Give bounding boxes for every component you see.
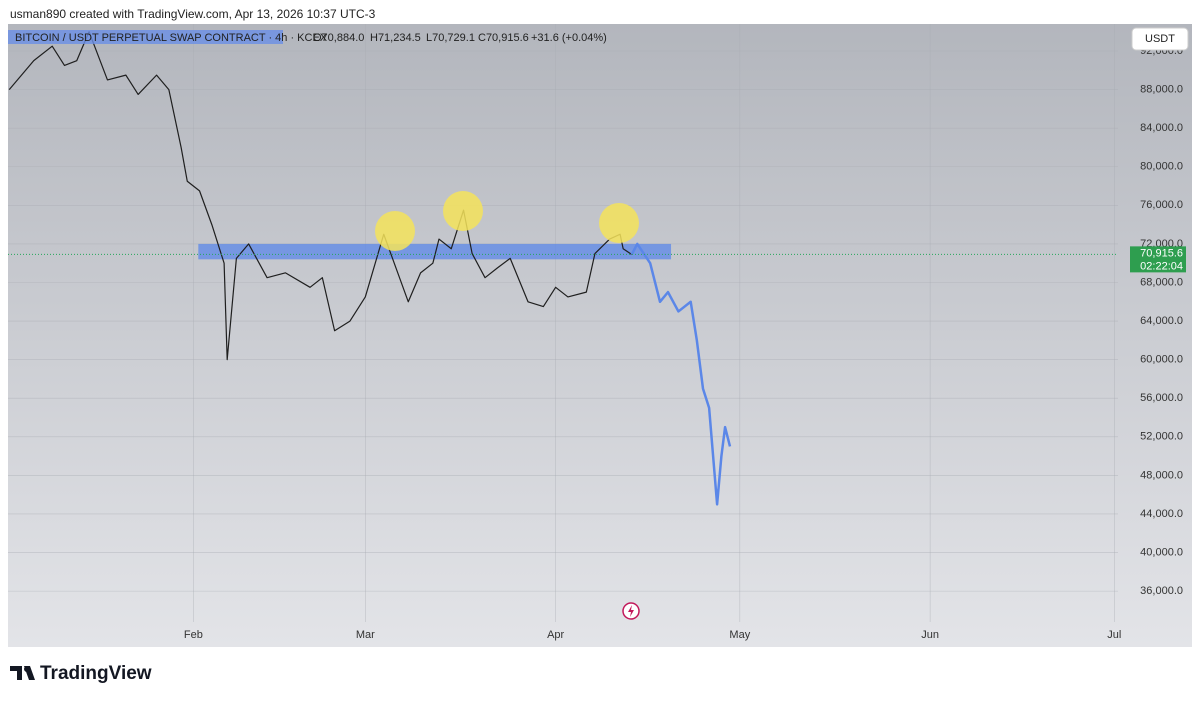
highlight [599, 203, 639, 243]
last-price-label: 70,915.6 [1140, 247, 1183, 259]
last-price-box [1130, 246, 1186, 273]
change: +31.6 (+0.04%) [531, 32, 607, 44]
countdown: 02:22:04 [1140, 260, 1183, 272]
chart-area [8, 24, 1192, 647]
open: O70,884.0 [313, 32, 364, 44]
close: C70,915.6 [478, 32, 529, 44]
brand: TradingView [40, 663, 152, 684]
y-tick-label: 48,000.0 [1140, 469, 1183, 481]
currency-button[interactable] [1131, 27, 1189, 51]
brand-logo: TradingView [10, 663, 152, 684]
legend-highlight [8, 30, 283, 44]
x-tick-label: Mar [356, 629, 375, 641]
high: H71,234.5 [370, 32, 421, 44]
x-tick-label: Feb [184, 629, 203, 641]
y-tick-label: 52,000.0 [1140, 431, 1183, 443]
zone [198, 243, 672, 260]
price-line [630, 242, 732, 506]
y-tick-label: 88,000.0 [1140, 83, 1183, 95]
event-icon-bolt [628, 605, 634, 617]
y-tick-label: 60,000.0 [1140, 354, 1183, 366]
x-tick-label: Jun [921, 629, 939, 641]
currency[interactable]: USDT [1145, 33, 1175, 45]
y-tick-label: 56,000.0 [1140, 392, 1183, 404]
x-tick-label: Apr [547, 629, 564, 641]
x-tick-label: May [729, 629, 750, 641]
symbol: BITCOIN / USDT PERPETUAL SWAP CONTRACT ·… [15, 32, 328, 44]
y-tick-label: 36,000.0 [1140, 585, 1183, 597]
y-tick-label: 84,000.0 [1140, 122, 1183, 134]
y-tick-label: 76,000.0 [1140, 199, 1183, 211]
low: L70,729.1 [426, 32, 475, 44]
highlight [375, 211, 415, 251]
y-tick-label: 40,000.0 [1140, 546, 1183, 558]
y-tick-label: 80,000.0 [1140, 161, 1183, 173]
y-tick-label: 64,000.0 [1140, 315, 1183, 327]
y-tick-label: 44,000.0 [1140, 508, 1183, 520]
y-tick-label: 68,000.0 [1140, 276, 1183, 288]
price-line [8, 31, 633, 361]
credit: usman890 created with TradingView.com, A… [10, 7, 376, 21]
x-tick-label: Jul [1107, 629, 1121, 641]
highlight [443, 191, 483, 231]
